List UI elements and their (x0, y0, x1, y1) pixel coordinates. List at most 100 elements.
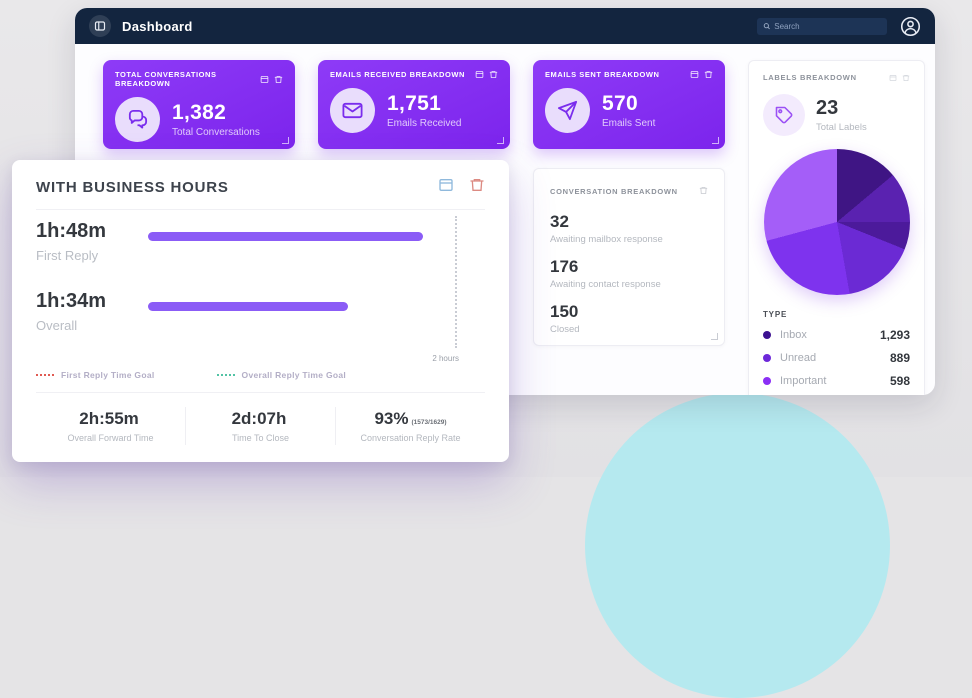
stat-value: 150 (550, 302, 579, 321)
bar-value: 1h:48m (36, 220, 107, 242)
legend-item-important: Important 598 (763, 374, 910, 388)
stat-label: Conversation Reply Rate (360, 433, 461, 443)
card-title: TOTAL CONVERSATIONS BREAKDOWN (115, 70, 217, 88)
divider (36, 209, 485, 210)
legend-dot (763, 354, 771, 362)
trash-icon[interactable] (469, 177, 485, 193)
reply-time-bar-chart: 1h:48m First Reply 1h:34m Overall 2 hour… (36, 216, 485, 368)
panel-icon[interactable] (438, 177, 454, 193)
stat-value: 23 (816, 97, 839, 119)
stat-value: 93% (374, 409, 409, 428)
stat-conversation-reply-rate: 93% (1573/1629) Conversation Reply Rate (335, 407, 485, 445)
stat-value: 2h:55m (79, 409, 139, 428)
stat-suffix: (1573/1629) (411, 419, 447, 426)
stat-awaiting-contact: 176 Awaiting contact response (550, 257, 708, 290)
tag-icon (763, 94, 805, 136)
legend-value: 1,293 (879, 328, 910, 342)
stat-time-to-close: 2d:07h Time To Close (185, 407, 335, 445)
stat-label: Closed (550, 324, 580, 335)
bar-value: 1h:34m (36, 290, 107, 312)
bar-label: Overall (36, 318, 78, 333)
search-input[interactable] (774, 21, 881, 31)
chart-legend: First Reply Time Goal Overall Reply Time… (36, 370, 485, 380)
stat-label: Awaiting contact response (550, 279, 661, 290)
stat-closed: 150 Closed (550, 302, 708, 335)
legend-value: 889 (889, 351, 910, 365)
overall-bar (148, 302, 348, 311)
legend-item-unread: Unread 889 (763, 351, 910, 365)
stat-value: 2d:07h (231, 409, 287, 428)
conversation-breakdown-card[interactable]: CONVERSATION BREAKDOWN 32 Awaiting mailb… (533, 168, 725, 346)
stat-label: Emails Sent (602, 118, 656, 129)
chat-bubbles-icon (115, 97, 160, 142)
stat-value: 32 (550, 212, 569, 231)
top-navigation-bar: Dashboard (75, 8, 935, 44)
legend-item-overall-goal: Overall Reply Time Goal (216, 370, 347, 380)
legend-value: 598 (889, 374, 910, 388)
dotted-line-swatch (216, 374, 235, 376)
stat-awaiting-mailbox: 32 Awaiting mailbox response (550, 212, 708, 245)
total-conversations-card[interactable]: TOTAL CONVERSATIONS BREAKDOWN 1,382 Tota… (103, 60, 295, 149)
panel-icon[interactable] (690, 70, 699, 79)
envelope-icon (330, 88, 375, 133)
dotted-line-swatch (36, 374, 54, 376)
resize-handle[interactable] (711, 333, 718, 340)
first-reply-bar (148, 232, 423, 241)
trash-icon[interactable] (489, 70, 498, 79)
panel-icon[interactable] (260, 75, 269, 84)
resize-handle[interactable] (497, 137, 504, 144)
stat-label: Overall Forward Time (67, 433, 154, 443)
trash-icon[interactable] (274, 75, 283, 84)
card-title: WITH BUSINESS HOURS (36, 179, 229, 196)
panel-icon[interactable] (889, 74, 897, 82)
legend-item-first-reply-goal: First Reply Time Goal (36, 370, 155, 380)
resize-handle[interactable] (712, 137, 719, 144)
page-title: Dashboard (122, 18, 193, 34)
sidebar-menu-button[interactable] (89, 15, 111, 37)
emails-sent-card[interactable]: EMAILS SENT BREAKDOWN 570 Emails Sent (533, 60, 725, 149)
panel-icon[interactable] (475, 70, 484, 79)
card-title: EMAILS SENT BREAKDOWN (545, 70, 660, 79)
legend-label: Inbox (780, 329, 807, 341)
resize-handle[interactable] (282, 137, 289, 144)
stat-label: Awaiting mailbox response (550, 234, 663, 245)
search-box[interactable] (757, 17, 887, 35)
user-circle-icon (900, 16, 921, 36)
card-title: EMAILS RECEIVED BREAKDOWN (330, 70, 466, 79)
legend-label: Important (780, 375, 827, 387)
stat-label: Total Conversations (172, 127, 260, 138)
stat-value: 1,382 (172, 101, 227, 124)
legend-dot (763, 377, 771, 385)
stat-value: 1,751 (387, 92, 442, 115)
labels-breakdown-card[interactable]: LABELS BREAKDOWN 23 Total Labels TYPE (748, 60, 925, 395)
legend-label: Unread (780, 352, 817, 364)
trash-icon[interactable] (699, 186, 708, 195)
legend-label: Overall Reply Time Goal (241, 370, 347, 380)
emails-received-card[interactable]: EMAILS RECEIVED BREAKDOWN 1,751 Emails R… (318, 60, 510, 149)
stat-label: Emails Received (387, 118, 462, 129)
goal-threshold-line (455, 216, 457, 348)
search-icon (763, 23, 770, 30)
stat-value: 570 (602, 92, 638, 115)
background-accent-circle (585, 393, 890, 698)
sidebar-menu-icon (94, 21, 106, 31)
bar-label: First Reply (36, 248, 99, 263)
user-profile-button[interactable] (900, 16, 921, 37)
labels-pie-chart (763, 149, 910, 295)
divider (36, 392, 485, 393)
card-title: LABELS BREAKDOWN (763, 73, 857, 82)
stat-label: Time To Close (231, 433, 290, 443)
trash-icon[interactable] (704, 70, 713, 79)
stat-overall-forward-time: 2h:55m Overall Forward Time (36, 407, 185, 445)
summary-stats-row: 2h:55m Overall Forward Time 2d:07h Time … (36, 407, 485, 445)
trash-icon[interactable] (902, 74, 910, 82)
card-title: CONVERSATION BREAKDOWN (550, 186, 678, 196)
goal-label: 2 hours (432, 354, 459, 363)
legend-label: First Reply Time Goal (61, 370, 155, 380)
legend-header: TYPE (763, 310, 788, 319)
stat-value: 176 (550, 257, 579, 276)
paper-plane-icon (545, 88, 590, 133)
dashboard-window: Dashboard TOTAL CONVERSATIONS BREAKDOWN (75, 8, 935, 395)
with-business-hours-card[interactable]: WITH BUSINESS HOURS 1h:48m First Reply 1… (12, 160, 509, 462)
